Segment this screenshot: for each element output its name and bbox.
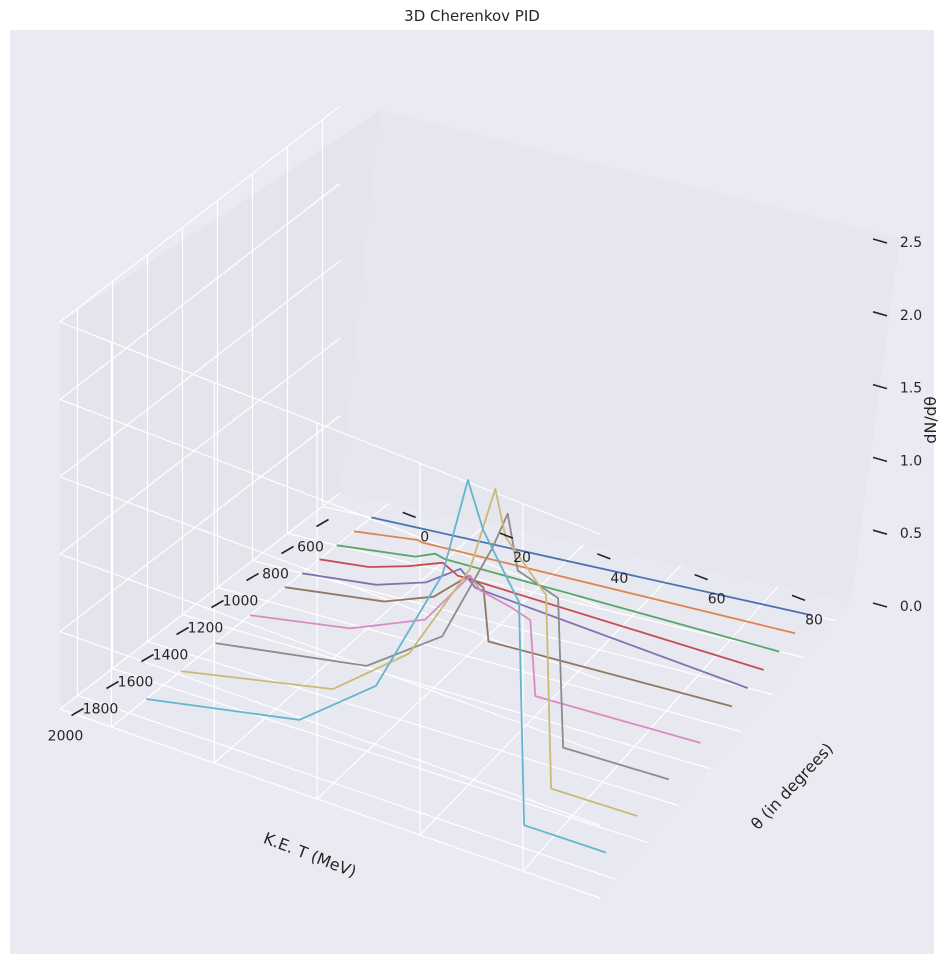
series-line-5 bbox=[301, 567, 749, 689]
z-gridline-left bbox=[59, 337, 341, 555]
x-tick-mark bbox=[316, 518, 329, 528]
x-gridline-floor bbox=[77, 694, 616, 881]
x-tick-mark bbox=[281, 545, 294, 555]
pane-back-left bbox=[60, 110, 380, 709]
z-tick-label: 0.5 bbox=[900, 526, 922, 542]
y-tick-label: 0 bbox=[420, 529, 429, 545]
x-gridline-floor bbox=[182, 613, 710, 770]
series-line-9 bbox=[180, 487, 638, 817]
z-tick-label: 1.0 bbox=[900, 453, 922, 469]
x-gridline-floor bbox=[112, 667, 648, 844]
series-line-1 bbox=[371, 516, 812, 616]
x-tick-mark bbox=[71, 707, 84, 717]
x-tick-label: 600 bbox=[297, 540, 324, 556]
y-tick-label: 40 bbox=[610, 571, 628, 587]
z-tick-label: 1.5 bbox=[900, 381, 922, 397]
z-gridline-left bbox=[59, 105, 341, 323]
x-tick-label: 1600 bbox=[118, 675, 154, 691]
z-axis-label: dN/dθ bbox=[921, 396, 940, 443]
x-tick-label: 1000 bbox=[223, 594, 259, 610]
y-gridline-floor bbox=[213, 523, 487, 764]
z-gridline-left bbox=[59, 415, 341, 633]
series-line-4 bbox=[319, 558, 764, 671]
z-tick-label: 0.0 bbox=[900, 599, 922, 615]
x-tick-label: 800 bbox=[262, 567, 289, 583]
x-tick-label: 1400 bbox=[153, 648, 189, 664]
z-gridline-right bbox=[59, 321, 601, 535]
y-tick-mark bbox=[694, 573, 708, 581]
x-tick-mark bbox=[246, 572, 259, 582]
chart-title: 3D Cherenkov PID bbox=[404, 7, 540, 25]
y-tick-mark bbox=[499, 532, 514, 539]
x-tick-mark bbox=[176, 626, 189, 636]
pane-back-right bbox=[340, 110, 900, 602]
z-gridline-left bbox=[59, 260, 341, 478]
z-tick-mark bbox=[872, 238, 888, 244]
z-tick-mark bbox=[872, 602, 888, 608]
y-tick-label: 60 bbox=[708, 592, 726, 608]
z-tick-mark bbox=[872, 529, 888, 535]
x-gridline-floor bbox=[217, 586, 742, 733]
x-tick-mark bbox=[106, 680, 119, 690]
y-gridline-floor bbox=[316, 544, 584, 800]
z-gridline-right bbox=[59, 708, 601, 899]
z-gridline-right bbox=[59, 398, 601, 608]
series-line-7 bbox=[249, 574, 701, 744]
z-tick-label: 2.5 bbox=[900, 235, 922, 251]
x-tick-mark bbox=[141, 653, 154, 663]
z-gridline-left bbox=[59, 182, 341, 400]
x-tick-mark bbox=[211, 599, 224, 609]
z-gridline-right bbox=[59, 631, 601, 826]
z-tick-mark bbox=[872, 311, 888, 317]
y-tick-label: 20 bbox=[513, 550, 531, 566]
z-gridline-left bbox=[59, 492, 341, 710]
x-tick-label: 1800 bbox=[83, 702, 119, 718]
axis-ticks bbox=[71, 238, 888, 717]
z-tick-label: 2.0 bbox=[900, 308, 922, 324]
series-line-6 bbox=[284, 575, 733, 708]
y-tick-label: 80 bbox=[805, 612, 823, 628]
y-tick-mark bbox=[402, 511, 416, 519]
series-lines bbox=[145, 479, 812, 854]
x-tick-label: 2000 bbox=[48, 729, 84, 745]
y-tick-mark bbox=[791, 594, 806, 602]
z-tick-mark bbox=[872, 456, 888, 463]
z-gridline-right bbox=[59, 553, 601, 753]
series-line-2 bbox=[353, 530, 796, 635]
x-tick-label: 1200 bbox=[188, 621, 224, 637]
y-tick-mark bbox=[597, 553, 611, 560]
series-line-10 bbox=[145, 479, 607, 854]
series-line-3 bbox=[336, 544, 780, 653]
x-gridline-floor bbox=[252, 559, 773, 696]
z-tick-mark bbox=[872, 383, 888, 390]
x-gridline-floor bbox=[147, 640, 679, 807]
series-line-8 bbox=[215, 512, 670, 781]
